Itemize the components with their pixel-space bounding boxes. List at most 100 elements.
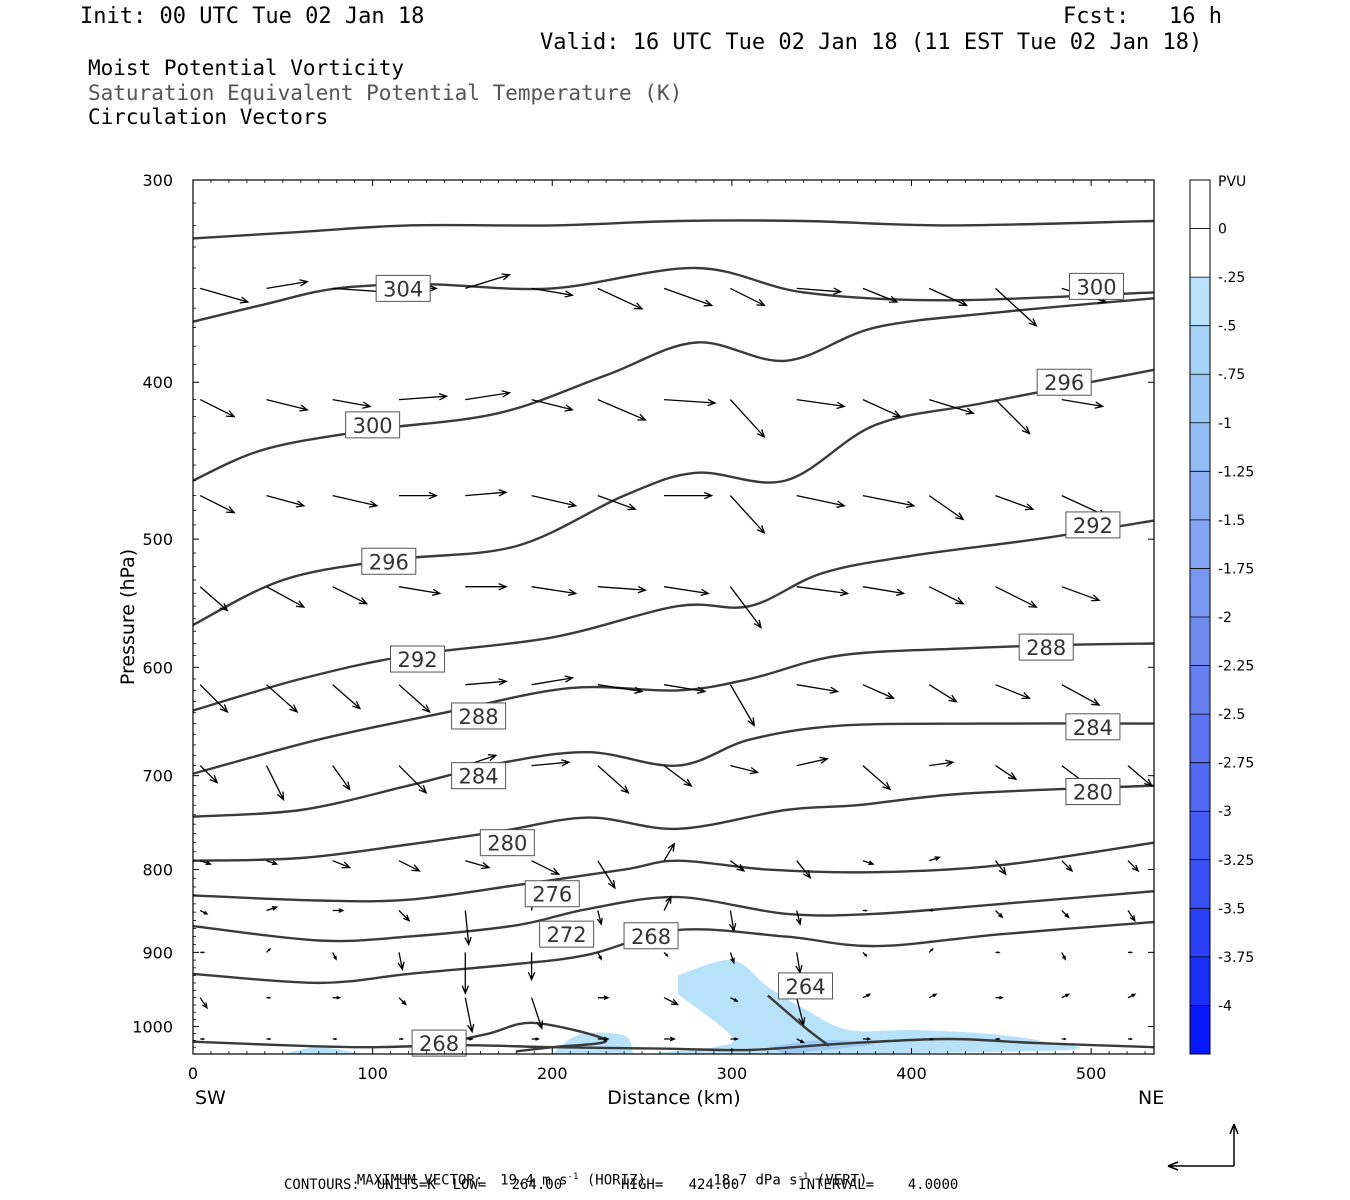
vector-r2-c1 [266, 494, 306, 508]
colorbar-bin-5 [1190, 422, 1210, 472]
contour-label-text-18: 268 [419, 1032, 459, 1056]
vector-r6-c8 [730, 860, 746, 872]
vector-r5-c14 [1127, 765, 1154, 788]
y-tick-label-900: 900 [142, 943, 173, 962]
vector-r2-c10 [862, 494, 916, 509]
vector-r6-c13 [1061, 860, 1074, 873]
vector-r7-c11 [929, 909, 935, 912]
vector-r10-c6 [597, 1036, 610, 1042]
colorbar-bin-10 [1190, 665, 1210, 715]
colorbar-bin-7 [1190, 519, 1210, 569]
vector-r5-c10 [862, 765, 892, 791]
vector-r4-c1 [266, 684, 299, 714]
vector-r4-c9 [796, 684, 840, 694]
x-end-label-sw: SW [195, 1087, 226, 1109]
vector-r5-c7 [663, 765, 693, 788]
contour-label-text-4: 296 [369, 550, 409, 574]
vector-r6-c0 [199, 860, 212, 866]
vector-r1-c5 [531, 398, 575, 412]
theta-contour-3 [192, 368, 1155, 627]
vector-r10-c12 [995, 1037, 1001, 1041]
vector-r8-c12 [995, 951, 1001, 954]
x-end-label-ne: NE [1138, 1087, 1164, 1109]
theta-contour-1 [192, 219, 1155, 240]
vector-r0-c10 [862, 287, 899, 303]
vector-r0-c7 [663, 287, 714, 307]
vector-r3-c0 [199, 586, 229, 612]
contour-label-text-5: 292 [1073, 514, 1113, 538]
vector-r6-c11 [928, 856, 941, 862]
vector-r5-c5 [531, 759, 571, 767]
vector-r9-c5 [530, 997, 544, 1030]
vector-r8-c11 [928, 947, 934, 953]
vector-r3-c1 [266, 586, 306, 608]
vector-r6-c2 [332, 860, 352, 869]
colorbar-unit: PVU [1218, 174, 1246, 190]
vector-r0-c4 [465, 273, 512, 290]
vector-r7-c0 [199, 909, 209, 915]
vector-r4-c13 [1061, 684, 1101, 706]
contour-label-6: 292 [390, 645, 446, 673]
contour-label-text-1: 300 [1076, 275, 1116, 299]
plot-frame [192, 179, 1155, 1055]
vector-r1-c6 [597, 399, 647, 421]
pv-colorbar: 0 -.25 -.5 -.75 -1 -1.25 -1.5 -1.75 -2 -2.25 -2.5 -… [1189, 179, 1254, 1055]
y-tick-label-300: 300 [142, 171, 173, 190]
field-title-theta-es: Saturation Equivalent Potential Temperat… [88, 81, 683, 105]
vector-r3-c9 [796, 586, 850, 597]
vector-r4-c11 [928, 684, 958, 703]
contour-label-14: 280 [479, 829, 535, 857]
vector-r7-c4 [464, 910, 472, 947]
vector-r10-c8 [730, 1037, 739, 1041]
y-tick-label-500: 500 [142, 530, 173, 549]
contour-label-text-0: 304 [383, 277, 423, 301]
vector-r4-c4 [465, 678, 508, 686]
vector-r6-c12 [994, 860, 1007, 876]
vector-r3-c12 [995, 586, 1038, 608]
vector-r8-c4 [461, 952, 469, 995]
vector-r1-c12 [995, 399, 1031, 435]
vector-r6-c5 [531, 860, 561, 876]
vector-r6-c14 [1127, 860, 1140, 873]
colorbar-bin-14 [1190, 859, 1210, 909]
vector-r0-c9 [796, 287, 843, 295]
vector-r8-c1 [266, 947, 272, 953]
vector-r9-c7 [663, 997, 680, 1006]
vector-r8-c13 [1061, 952, 1066, 961]
colorbar-tick-label-13: -3.25 [1218, 853, 1254, 869]
x-axis-label: Distance (km) [607, 1087, 740, 1109]
colorbar-tick-label-14: -3.5 [1218, 901, 1245, 917]
contour-label-15: 280 [1065, 778, 1121, 806]
vector-r5-c8 [730, 764, 760, 775]
x-tick-label-0: 0 [188, 1064, 198, 1083]
vector-r4-c7 [663, 684, 707, 694]
vector-r2-c6 [597, 494, 637, 511]
colorbar-tick-label-16: -4 [1218, 998, 1232, 1014]
colorbar-tick-label-8: -2 [1218, 610, 1232, 626]
contour-label-text-10: 284 [459, 765, 499, 789]
vector-r9-c0 [199, 997, 208, 1010]
colorbar-bin-11 [1190, 714, 1210, 764]
vector-r6-c6 [597, 860, 616, 890]
y-axis-label: Pressure (hPa) [117, 549, 139, 685]
vector-r3-c4 [465, 583, 508, 591]
vector-r9-c12 [995, 995, 1004, 1000]
colorbar-bin-12 [1190, 762, 1210, 812]
vector-r3-c3 [398, 586, 442, 597]
vector-r5-c12 [995, 765, 1018, 781]
colorbar-tick-label-7: -1.75 [1218, 561, 1254, 577]
vector-r4-c6 [597, 684, 644, 695]
theta-contour-9 [192, 890, 1155, 943]
contour-label-text-8: 288 [459, 705, 499, 729]
vector-r1-c13 [1061, 398, 1105, 409]
vector-r9-c4 [464, 997, 475, 1034]
vector-r10-c13 [1061, 1037, 1067, 1041]
vector-r9-c6 [597, 995, 610, 1001]
vector-r10-c0 [200, 1037, 206, 1041]
vector-r4-c12 [995, 684, 1032, 700]
vector-r3-c8 [729, 586, 762, 629]
vector-r9-c9 [796, 997, 806, 1027]
colorbar-bin-0 [1190, 180, 1210, 230]
theta-contour-5 [192, 642, 1155, 775]
vector-r6-c9 [796, 860, 812, 879]
